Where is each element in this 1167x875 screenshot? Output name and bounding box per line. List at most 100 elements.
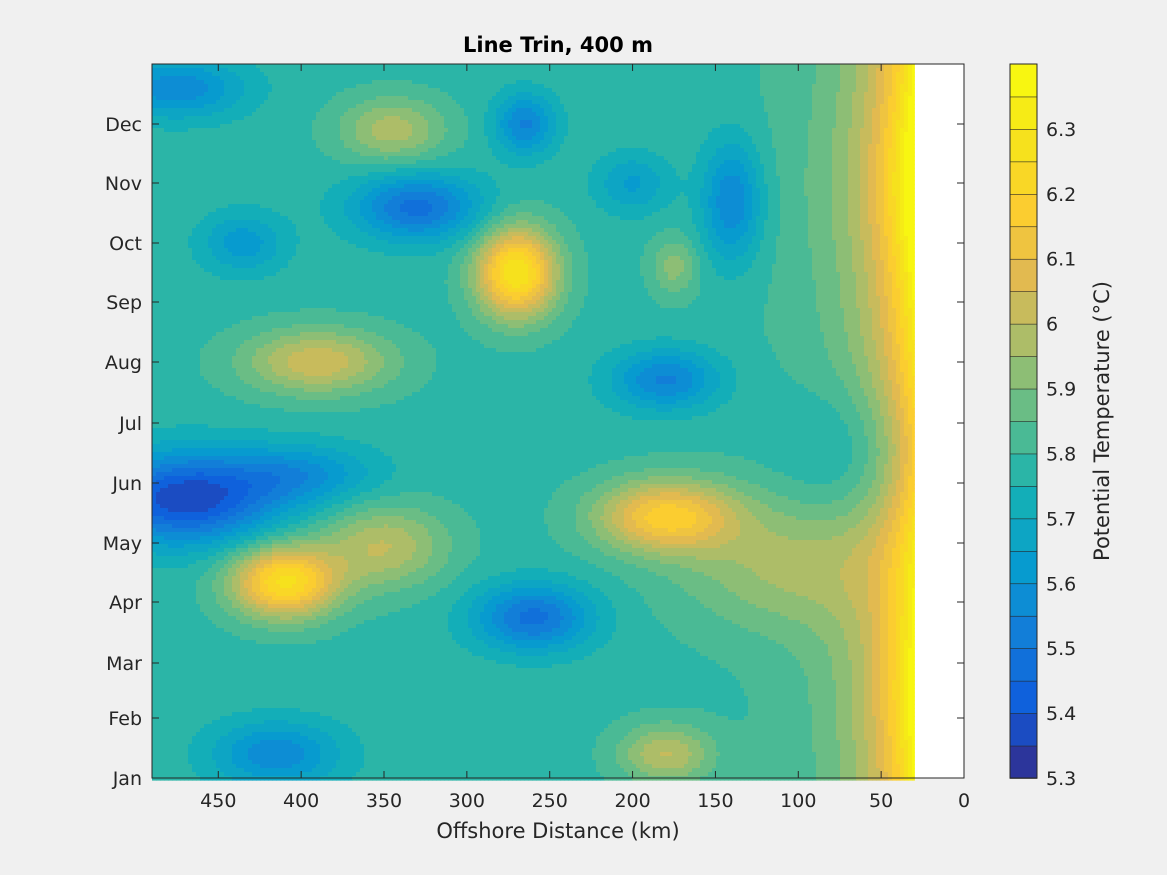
contour-cell: [744, 96, 749, 101]
contour-cell: [580, 156, 585, 161]
contour-cell: [756, 64, 761, 69]
contour-cell: [548, 160, 553, 165]
contour-cell: [392, 160, 397, 165]
contour-cell: [664, 140, 669, 145]
contour-cell: [436, 140, 441, 145]
contour-cell: [400, 164, 405, 169]
contour-cell: [252, 164, 257, 169]
contour-cell: [596, 72, 601, 77]
contour-cell: [632, 152, 637, 157]
contour-cell: [536, 148, 541, 153]
contour-cell: [524, 108, 529, 113]
contour-cell: [704, 164, 709, 169]
contour-cell: [416, 108, 421, 113]
contour-cell: [176, 124, 181, 129]
contour-cell: [344, 156, 349, 161]
contour-cell: [624, 64, 629, 69]
contour-cell: [772, 80, 777, 85]
contour-cell: [304, 124, 309, 129]
contour-cell: [764, 148, 769, 153]
contour-cell: [572, 160, 577, 165]
contour-cell: [404, 152, 409, 157]
contour-cell: [560, 92, 565, 97]
contour-cell: [496, 132, 501, 137]
contour-cell: [792, 100, 797, 105]
contour-cell: [436, 68, 441, 73]
contour-cell: [396, 160, 401, 165]
contour-cell: [428, 148, 433, 153]
contour-cell: [380, 116, 385, 121]
contour-cell: [524, 144, 529, 149]
contour-cell: [316, 104, 321, 109]
contour-cell: [448, 92, 453, 97]
contour-cell: [348, 108, 353, 113]
contour-cell: [176, 168, 181, 173]
contour-cell: [276, 112, 281, 117]
contour-cell: [360, 144, 365, 149]
contour-cell: [524, 72, 529, 77]
contour-cell: [716, 76, 721, 81]
contour-cell: [360, 92, 365, 97]
contour-cell: [668, 116, 673, 121]
contour-cell: [672, 140, 677, 145]
contour-cell: [184, 64, 189, 69]
contour-cell: [588, 100, 593, 105]
contour-cell: [368, 108, 373, 113]
contour-cell: [560, 128, 565, 133]
contour-cell: [832, 132, 837, 137]
contour-cell: [536, 88, 541, 93]
contour-cell: [708, 144, 713, 149]
contour-cell: [580, 88, 585, 93]
contour-cell: [196, 124, 201, 129]
contour-cell: [908, 108, 913, 113]
contour-cell: [272, 116, 277, 121]
contour-cell: [712, 132, 717, 137]
contour-cell: [460, 128, 465, 133]
contour-cell: [280, 72, 285, 77]
contour-cell: [256, 152, 261, 157]
contour-cell: [680, 128, 685, 133]
contour-cell: [708, 140, 713, 145]
contour-cell: [376, 120, 381, 125]
contour-cell: [484, 152, 489, 157]
contour-cell: [192, 120, 197, 125]
contour-cell: [332, 68, 337, 73]
contour-cell: [336, 92, 341, 97]
contour-cell: [280, 148, 285, 153]
contour-cell: [312, 112, 317, 117]
contour-cell: [160, 156, 165, 161]
contour-cell: [480, 160, 485, 165]
contour-cell: [508, 72, 513, 77]
contour-cell: [220, 128, 225, 133]
contour-cell: [296, 96, 301, 101]
contour-cell: [244, 136, 249, 141]
contour-cell: [620, 156, 625, 161]
contour-cell: [800, 80, 805, 85]
contour-cell: [348, 100, 353, 105]
contour-cell: [776, 72, 781, 77]
contour-cell: [716, 64, 721, 69]
contour-cell: [468, 116, 473, 121]
contour-cell: [548, 140, 553, 145]
contour-cell: [772, 108, 777, 113]
contour-cell: [668, 72, 673, 77]
contour-cell: [172, 104, 177, 109]
contour-cell: [220, 156, 225, 161]
contour-cell: [176, 152, 181, 157]
contour-cell: [520, 116, 525, 121]
contour-cell: [208, 164, 213, 169]
contour-cell: [500, 128, 505, 133]
contour-cell: [848, 104, 853, 109]
contour-cell: [724, 92, 729, 97]
contour-cell: [784, 116, 789, 121]
contour-cell: [276, 164, 281, 169]
contour-cell: [460, 84, 465, 89]
contour-cell: [824, 164, 829, 169]
contour-cell: [312, 108, 317, 113]
contour-cell: [420, 160, 425, 165]
contour-cell: [264, 116, 269, 121]
contour-cell: [320, 160, 325, 165]
contour-cell: [256, 88, 261, 93]
contour-cell: [668, 148, 673, 153]
contour-cell: [700, 92, 705, 97]
